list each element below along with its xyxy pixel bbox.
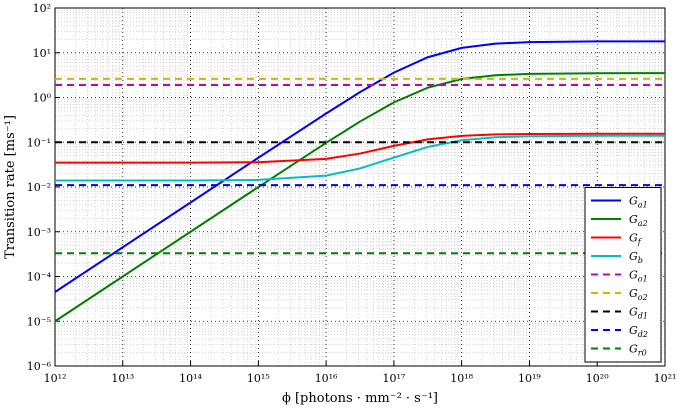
- legend-label: Go1: [629, 269, 648, 284]
- legend-label: Ga2: [629, 213, 648, 228]
- y-tick-label: 10¹: [33, 47, 51, 60]
- x-tick-label: 10¹⁷: [382, 372, 405, 385]
- x-tick-label: 10²¹: [654, 372, 677, 385]
- y-tick-label: 10⁰: [33, 92, 52, 105]
- legend-label: Gd1: [629, 306, 648, 321]
- y-tick-label: 10⁻⁶: [27, 360, 52, 373]
- legend-label: Gd2: [629, 324, 648, 339]
- y-tick-label: 10⁻²: [27, 181, 51, 194]
- x-axis-label: ϕ [photons · mm⁻² · s⁻¹]: [282, 391, 438, 406]
- y-tick-label: 10⁻³: [27, 226, 51, 239]
- y-tick-label: 10⁻¹: [27, 136, 51, 149]
- x-tick-label: 10¹⁵: [247, 372, 270, 385]
- legend-label: Ga1: [629, 195, 648, 210]
- series-line: [55, 132, 665, 164]
- plot-frame: [54, 7, 666, 367]
- legend: Ga1 Ga2 Gf Gb Go1 Go2 Gd1 Gd2 Gr0: [584, 187, 662, 363]
- series-line: [54, 40, 666, 293]
- legend-label: Gr0: [629, 343, 647, 358]
- x-tick-label: 10¹⁹: [518, 372, 541, 385]
- legend-label: Gf: [629, 232, 643, 247]
- x-tick-label: 10¹⁴: [179, 372, 202, 385]
- x-tick-label: 10¹⁸: [450, 372, 473, 385]
- legend-label: Gb: [629, 250, 643, 265]
- x-tick-label: 10¹⁶: [315, 372, 338, 385]
- y-tick-label: 10⁻⁴: [27, 271, 52, 284]
- y-axis-label: Transition rate [ms⁻¹]: [3, 115, 18, 259]
- series-line: [55, 134, 665, 182]
- y-tick-label: 10²: [33, 2, 51, 15]
- x-tick-label: 10¹²: [44, 372, 67, 385]
- x-tick-label: 10¹³: [111, 372, 134, 385]
- y-tick-label: 10⁻⁵: [27, 315, 51, 328]
- series-line: [54, 72, 666, 323]
- x-tick-label: 10²⁰: [586, 372, 609, 385]
- legend-label: Go2: [629, 287, 648, 302]
